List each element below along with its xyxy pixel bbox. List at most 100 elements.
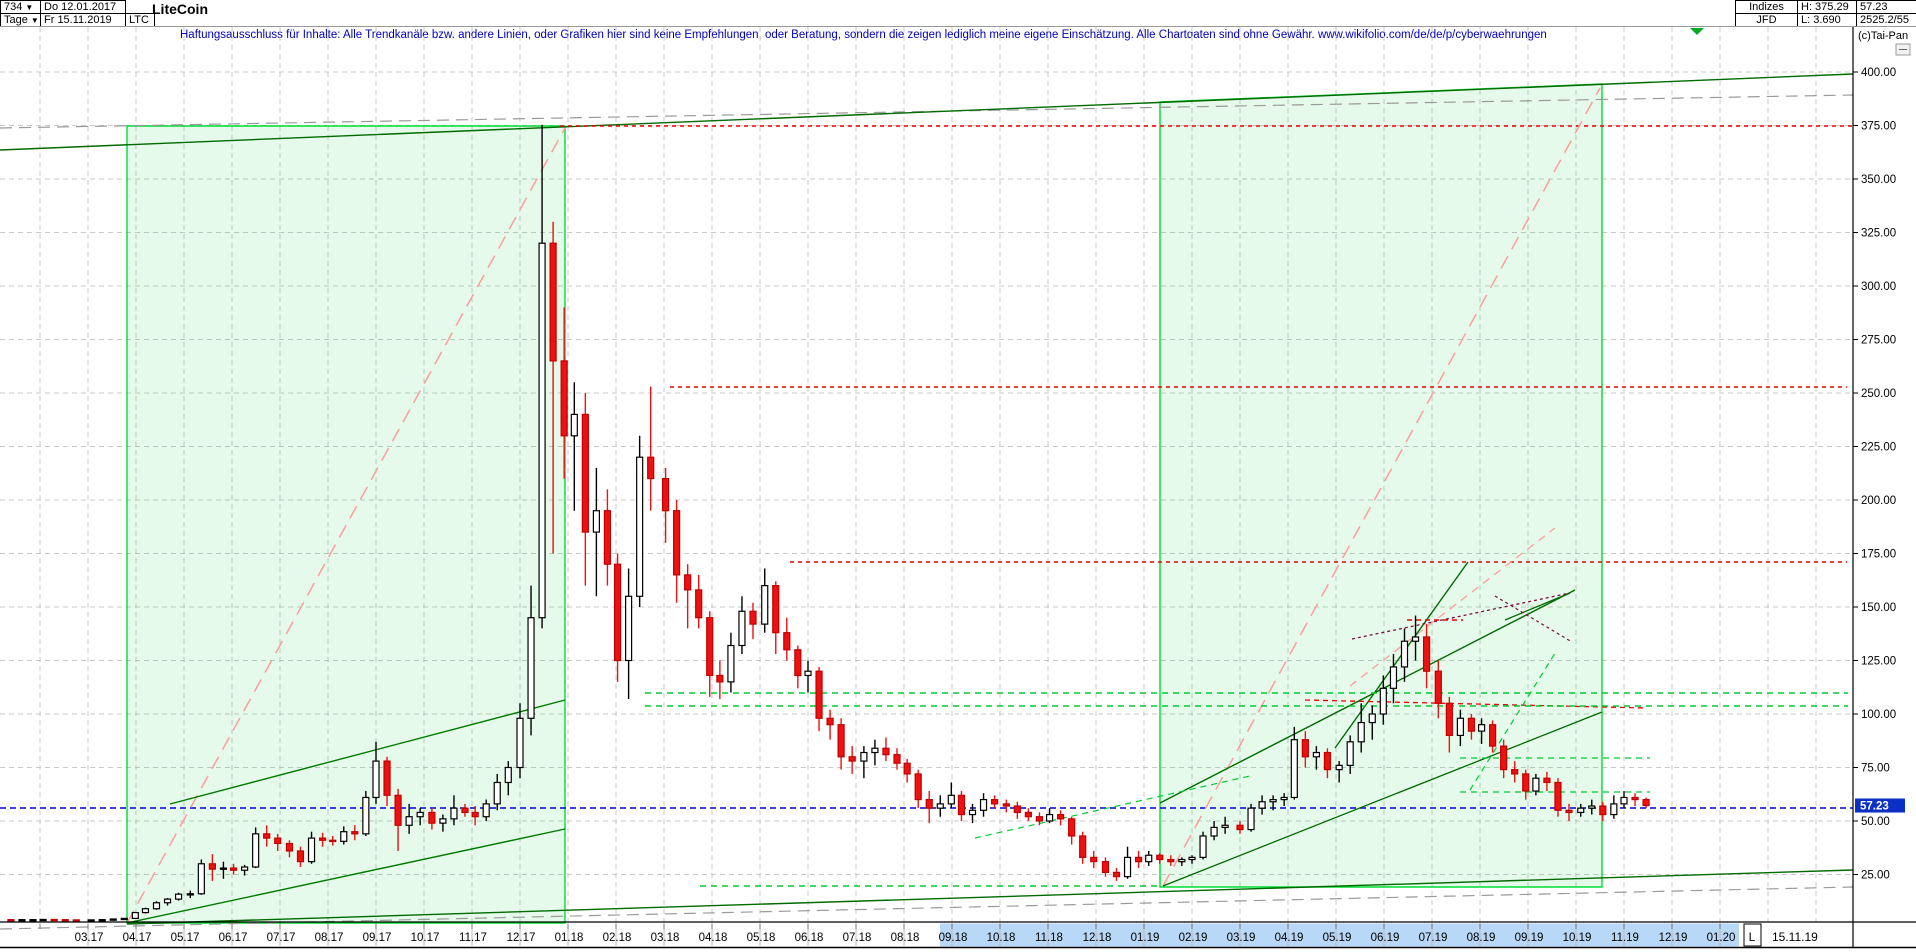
candle[interactable] xyxy=(727,644,735,683)
candle[interactable] xyxy=(504,766,512,784)
candle[interactable] xyxy=(1489,724,1497,747)
candle[interactable] xyxy=(516,717,524,769)
candle[interactable] xyxy=(482,803,490,818)
candle[interactable] xyxy=(208,863,216,870)
candle[interactable] xyxy=(1145,854,1153,863)
candle[interactable] xyxy=(252,833,260,868)
candle[interactable] xyxy=(362,796,370,835)
candle[interactable] xyxy=(538,242,546,619)
candle[interactable] xyxy=(329,839,337,843)
candle[interactable] xyxy=(1467,717,1476,732)
candle[interactable] xyxy=(109,918,117,921)
candle[interactable] xyxy=(18,919,26,922)
candle[interactable] xyxy=(471,811,479,818)
candle[interactable] xyxy=(274,837,282,845)
candle[interactable] xyxy=(1112,871,1121,878)
candle[interactable] xyxy=(625,595,633,662)
candle[interactable] xyxy=(174,893,183,900)
candle[interactable] xyxy=(1035,816,1044,822)
candle[interactable] xyxy=(1411,636,1420,642)
candle[interactable] xyxy=(39,918,47,922)
candle[interactable] xyxy=(804,670,812,677)
period-dropdown[interactable]: Tage ▼ xyxy=(0,13,41,27)
range-start-cell[interactable]: Do 12.01.2017 xyxy=(40,0,126,14)
candle[interactable] xyxy=(98,919,106,922)
candle[interactable] xyxy=(1620,796,1628,805)
candle[interactable] xyxy=(738,610,746,647)
candle[interactable] xyxy=(1045,813,1054,822)
candle[interactable] xyxy=(152,902,161,910)
candle[interactable] xyxy=(1368,713,1376,724)
candle[interactable] xyxy=(1236,824,1244,831)
candle[interactable] xyxy=(695,589,703,619)
candle[interactable] xyxy=(197,863,205,895)
candle[interactable] xyxy=(1422,636,1431,672)
candle[interactable] xyxy=(296,850,305,863)
candle[interactable] xyxy=(1156,854,1164,861)
candle[interactable] xyxy=(1188,856,1196,861)
candle[interactable] xyxy=(229,867,238,871)
candle[interactable] xyxy=(318,837,327,841)
candle[interactable] xyxy=(1500,745,1508,771)
candle[interactable] xyxy=(990,798,999,805)
candle[interactable] xyxy=(131,911,139,919)
candle[interactable] xyxy=(826,717,834,726)
candle[interactable] xyxy=(527,617,535,719)
candle[interactable] xyxy=(1057,813,1065,820)
candle[interactable] xyxy=(163,898,172,904)
candle[interactable] xyxy=(461,807,469,814)
candle[interactable] xyxy=(1290,739,1298,799)
candle[interactable] xyxy=(493,781,501,805)
candle[interactable] xyxy=(1522,773,1530,792)
candle[interactable] xyxy=(120,917,128,921)
candle[interactable] xyxy=(439,818,447,824)
candle[interactable] xyxy=(1178,858,1186,863)
candle[interactable] xyxy=(1346,741,1354,766)
candle[interactable] xyxy=(29,919,37,922)
candle[interactable] xyxy=(1024,811,1032,818)
candle[interactable] xyxy=(936,803,944,809)
candle[interactable] xyxy=(7,919,15,922)
candle[interactable] xyxy=(450,807,458,820)
candle[interactable] xyxy=(1199,835,1207,858)
candle[interactable] xyxy=(416,811,424,818)
candle[interactable] xyxy=(1456,717,1464,737)
candle[interactable] xyxy=(1258,801,1266,809)
candle[interactable] xyxy=(87,919,95,922)
candle[interactable] xyxy=(570,413,578,437)
candle[interactable] xyxy=(1357,721,1365,743)
candle[interactable] xyxy=(1511,769,1519,775)
candle[interactable] xyxy=(1323,751,1332,771)
candle[interactable] xyxy=(351,831,359,835)
candle[interactable] xyxy=(560,360,568,437)
candle[interactable] xyxy=(263,833,271,839)
candle[interactable] xyxy=(1090,856,1098,863)
candle[interactable] xyxy=(72,919,80,922)
candle[interactable] xyxy=(1167,858,1175,863)
candle[interactable] xyxy=(914,773,922,801)
candle[interactable] xyxy=(947,794,955,805)
candle[interactable] xyxy=(1079,835,1087,858)
candle[interactable] xyxy=(957,794,966,816)
candle[interactable] xyxy=(706,617,714,677)
candle[interactable] xyxy=(1445,702,1453,736)
candle[interactable] xyxy=(1210,826,1218,837)
candle[interactable] xyxy=(394,794,402,826)
candles-layer[interactable] xyxy=(7,124,1650,922)
collapse-icon[interactable] xyxy=(1895,43,1911,56)
candle[interactable] xyxy=(673,510,681,576)
candle[interactable] xyxy=(50,918,58,922)
candle[interactable] xyxy=(903,762,911,775)
range-end-cell[interactable]: Fr 15.11.2019 xyxy=(40,13,126,27)
candle[interactable] xyxy=(1577,807,1585,814)
candle[interactable] xyxy=(871,747,879,754)
candle[interactable] xyxy=(837,724,845,758)
candle[interactable] xyxy=(882,747,890,756)
candle[interactable] xyxy=(848,756,856,762)
candle[interactable] xyxy=(716,674,724,683)
candle[interactable] xyxy=(1280,796,1288,801)
candle[interactable] xyxy=(636,456,644,597)
candle[interactable] xyxy=(1532,777,1540,792)
group-cell[interactable]: Indizes xyxy=(1735,0,1798,14)
